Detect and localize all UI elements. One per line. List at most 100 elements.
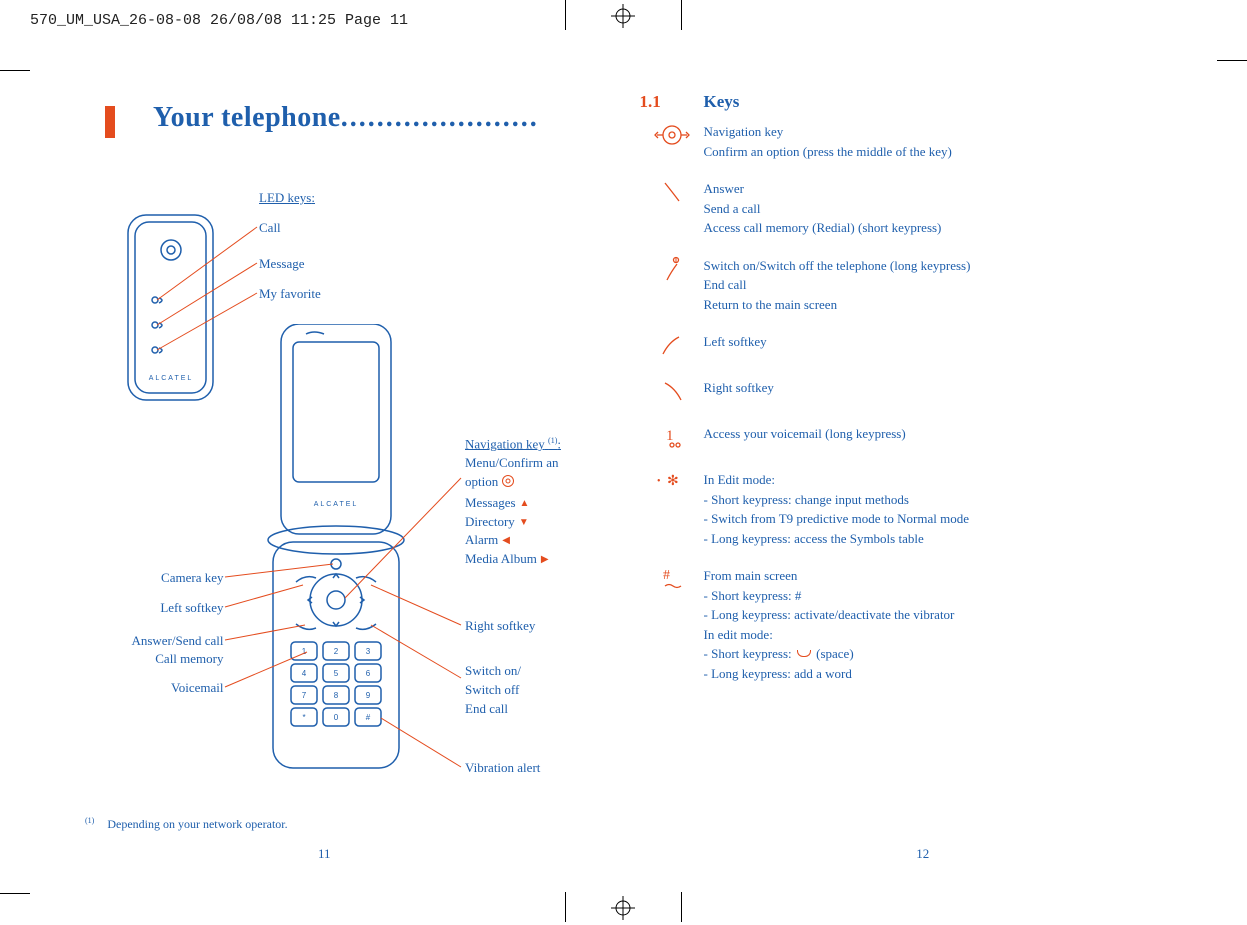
section-number: 1.1 — [640, 92, 661, 112]
svg-text:3: 3 — [366, 647, 371, 656]
nav-key-description: Menu/Confirm an option Messages▲ Directo… — [465, 454, 559, 569]
page-number-12: 12 — [684, 846, 1163, 862]
page-number-11: 11 — [85, 846, 564, 862]
switch-on-text: Switch on/ — [465, 662, 521, 681]
key-description: From main screenShort keypress: #Long ke… — [704, 566, 1143, 683]
svg-text:6: 6 — [366, 669, 371, 678]
phone-closed-illustration: ALCATEL — [123, 210, 218, 410]
svg-text:✻: ✻ — [667, 474, 679, 489]
svg-text:*: * — [302, 713, 305, 722]
chapter-dots: ...................... — [341, 102, 539, 133]
star-icon: •✻ — [640, 470, 704, 498]
crop-mark — [0, 893, 30, 894]
footnote-text: Depending on your network operator. — [107, 817, 287, 831]
right-triangle-icon: ▶ — [541, 553, 549, 568]
nav-line: option — [465, 474, 498, 489]
svg-text:4: 4 — [302, 669, 307, 678]
voicemail-label: Voicemail — [171, 680, 223, 696]
nav-media: Media Album — [465, 551, 537, 566]
led-keys-heading-text: LED keys — [259, 190, 311, 205]
vibration-alert-label: Vibration alert — [465, 760, 540, 776]
key-description: Left softkey — [704, 332, 1143, 352]
nav-heading-sup: (1) — [548, 436, 557, 445]
left-triangle-icon: ◀ — [502, 534, 510, 549]
svg-text:2: 2 — [334, 647, 339, 656]
colon: : — [311, 190, 315, 205]
key-description: Switch on/Switch off the telephone (long… — [704, 256, 1143, 315]
svg-text:8: 8 — [334, 691, 339, 700]
svg-text:5: 5 — [334, 669, 339, 678]
answer-text: Answer/Send call — [131, 632, 223, 650]
footnote: (1) Depending on your network operator. — [85, 816, 288, 832]
svg-text:7: 7 — [302, 691, 307, 700]
key-row: Left softkey — [640, 332, 1143, 360]
key-row: Navigation keyConfirm an option (press t… — [640, 122, 1143, 161]
up-triangle-icon: ▲ — [520, 497, 530, 512]
nav-messages: Messages — [465, 495, 516, 510]
nav-alarm: Alarm — [465, 532, 498, 547]
nav-line: Menu/Confirm an — [465, 454, 559, 473]
svg-text:1: 1 — [302, 647, 307, 656]
key-description: AnswerSend a callAccess call memory (Red… — [704, 179, 1143, 238]
call-memory-text: Call memory — [131, 650, 223, 668]
key-definitions-list: Navigation keyConfirm an option (press t… — [640, 122, 1143, 701]
svg-text:9: 9 — [366, 691, 371, 700]
crop-mark — [0, 70, 30, 71]
crop-mark — [1217, 60, 1247, 61]
key-description: Access your voicemail (long keypress) — [704, 424, 1143, 444]
page-11: Your telephone...................... LED… — [85, 80, 624, 882]
key-row: Switch on/Switch off the telephone (long… — [640, 256, 1143, 315]
key-row: AnswerSend a callAccess call memory (Red… — [640, 179, 1143, 238]
nav-circle-icon — [501, 474, 515, 494]
key-description: Navigation keyConfirm an option (press t… — [704, 122, 1143, 161]
colon: : — [557, 436, 561, 451]
nav-heading-text: Navigation key — [465, 436, 545, 451]
rsoft-icon — [640, 378, 704, 406]
nav-key-heading: Navigation key (1): — [465, 436, 561, 452]
page-12: 1.1 Keys Navigation keyConfirm an option… — [624, 80, 1163, 882]
chapter-title-text: Your telephone — [153, 102, 341, 133]
answer-send-label: Answer/Send call Call memory — [131, 632, 223, 668]
led-favorite-label: My favorite — [259, 286, 321, 302]
key-row: Right softkey — [640, 378, 1143, 406]
vmail-icon: 1 — [640, 424, 704, 452]
key-row: 1Access your voicemail (long keypress) — [640, 424, 1143, 452]
footnote-mark: (1) — [85, 816, 94, 825]
power-icon — [640, 256, 704, 284]
switch-off-text: Switch off — [465, 681, 521, 700]
chapter-number-bar — [105, 106, 115, 138]
left-softkey-label: Left softkey — [160, 600, 223, 616]
led-message-label: Message — [259, 256, 305, 272]
key-row: •✻In Edit mode:Short keypress: change in… — [640, 470, 1143, 548]
svg-text:ALCATEL: ALCATEL — [314, 501, 359, 508]
crop-mark — [565, 892, 566, 922]
answer-icon — [640, 179, 704, 207]
chapter-title: Your telephone...................... — [153, 102, 539, 134]
end-call-text: End call — [465, 700, 521, 719]
down-triangle-icon: ▼ — [519, 516, 529, 531]
crop-mark — [565, 0, 566, 30]
svg-text:ALCATEL: ALCATEL — [149, 375, 194, 382]
hash-icon: # — [640, 566, 704, 594]
print-header: 570_UM_USA_26-08-08 26/08/08 11:25 Page … — [30, 12, 408, 29]
switch-on-off-label: Switch on/ Switch off End call — [465, 662, 521, 719]
key-row: # From main screenShort keypress: #Long k… — [640, 566, 1143, 683]
lsoft-icon — [640, 332, 704, 360]
section-title: Keys — [704, 92, 740, 112]
registration-mark — [611, 4, 635, 28]
nav-icon — [640, 122, 704, 150]
phone-open-illustration: ALCATEL 1 — [251, 324, 421, 774]
space-icon — [797, 650, 811, 657]
crop-mark — [681, 892, 682, 922]
led-keys-heading: LED keys: — [259, 190, 315, 206]
svg-text:0: 0 — [334, 713, 339, 722]
right-softkey-label: Right softkey — [465, 618, 535, 634]
registration-mark — [611, 896, 635, 920]
crop-mark — [681, 0, 682, 30]
svg-text:#: # — [366, 713, 371, 722]
led-call-label: Call — [259, 220, 281, 236]
svg-text:•: • — [657, 476, 661, 487]
camera-key-label: Camera key — [161, 570, 223, 586]
svg-text:#: # — [663, 568, 670, 583]
key-description: In Edit mode:Short keypress: change inpu… — [704, 470, 1143, 548]
